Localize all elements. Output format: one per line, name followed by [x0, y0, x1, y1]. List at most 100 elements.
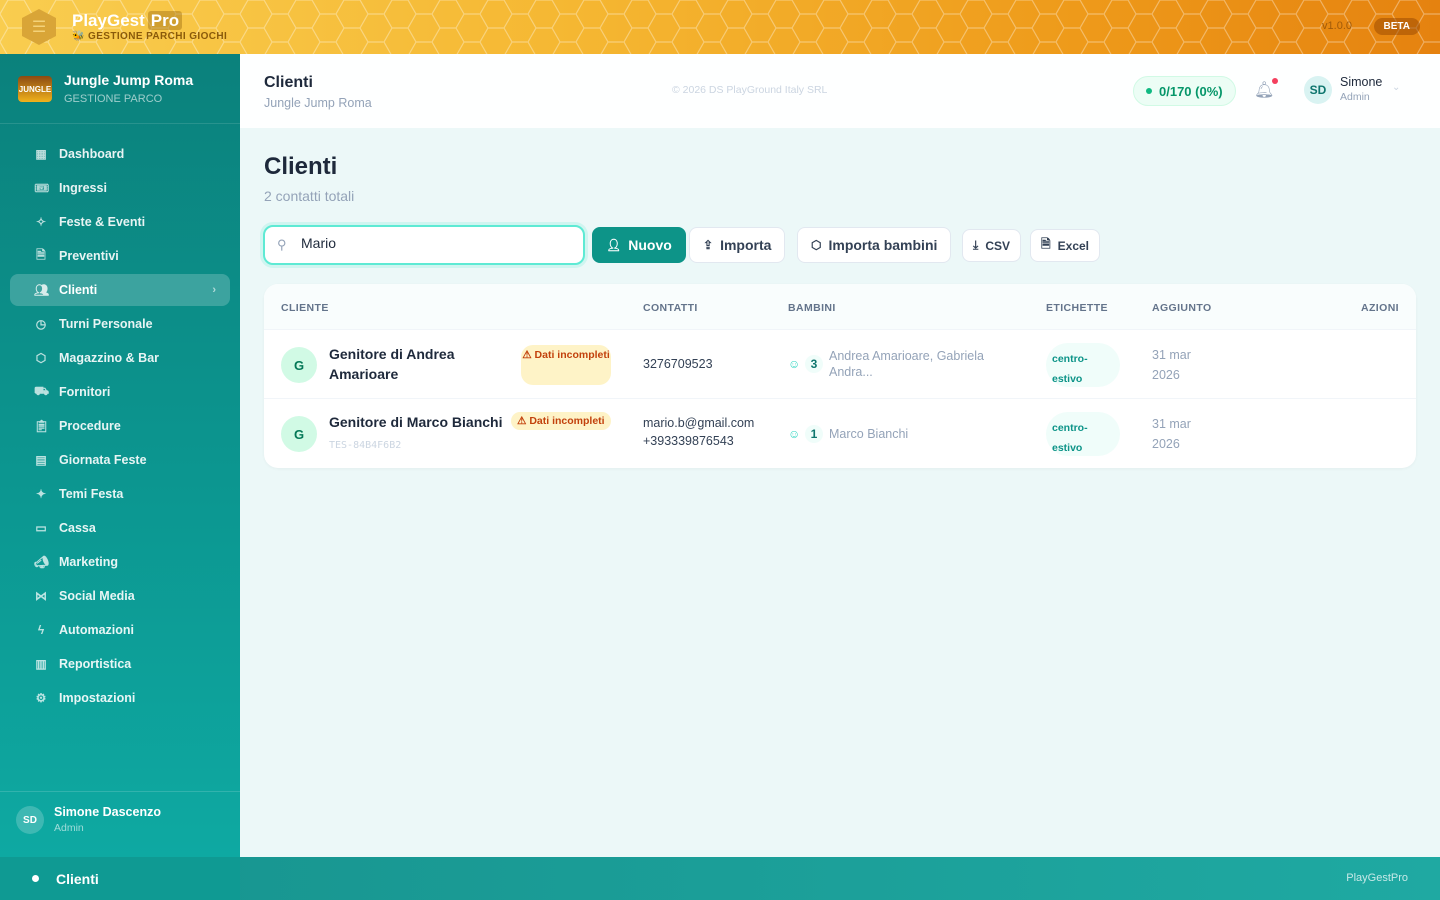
quota-badge[interactable]: 0/170 (0%) [1133, 76, 1236, 106]
column-header[interactable]: AGGIUNTO [1152, 302, 1212, 314]
sidebar-item-label: Feste & Eventi [59, 215, 146, 229]
sidebar-item-giornata-feste[interactable]: ▤ Giornata Feste [10, 444, 230, 476]
table-row[interactable]: G Genitore di Andrea Amarioare ⚠ Dati inc… [264, 330, 1416, 399]
sidebar-item-temi-festa[interactable]: ✦ Temi Festa [10, 478, 230, 510]
sidebar-item-label: Cassa [59, 521, 96, 535]
sidebar-item-dashboard[interactable]: ▦ Dashboard [10, 138, 230, 170]
beta-badge: BETA [1373, 18, 1420, 35]
sidebar-nav: ▦ Dashboard 🎟︎ Ingressi ✧ Feste & Eventi 🗎︎ Pre… [0, 124, 240, 714]
sidebar-item-procedure[interactable]: 📋︎ Procedure [10, 410, 230, 442]
sparkles-icon: ✦ [35, 487, 47, 501]
sidebar-item-automazioni[interactable]: ϟ Automazioni [10, 614, 230, 646]
sidebar-item-label: Preventivi [59, 249, 119, 263]
sidebar-item-turni-personale[interactable]: ◷ Turni Personale [10, 308, 230, 340]
column-header: AZIONI [1361, 302, 1399, 314]
box-icon: ⬡ [35, 351, 47, 365]
users-icon: 👥︎ [34, 283, 50, 297]
export-csv-button[interactable]: ⤓ CSV [962, 229, 1021, 262]
incomplete-data-badge: ⚠ Dati incompleti [521, 345, 611, 385]
bell-icon[interactable]: 🔔︎ [1254, 78, 1279, 100]
avatar: SD [16, 806, 44, 834]
baby-icon: ☺ [788, 427, 801, 441]
app-subtitle: 🐝 GESTIONE PARCHI GIOCHI [72, 31, 228, 42]
sidebar-item-label: Procedure [59, 419, 121, 433]
search-box[interactable]: ⚲ [263, 225, 585, 265]
column-header[interactable]: CLIENTE [281, 302, 329, 314]
sidebar-item-social-media[interactable]: ⋈ Social Media [10, 580, 230, 612]
avatar[interactable]: SD [1304, 76, 1332, 104]
column-header: CONTATTI [643, 302, 698, 314]
table-row[interactable]: G Genitore di Marco Bianchi TES-84B4F6B2… [264, 399, 1416, 468]
incomplete-data-badge: ⚠ Dati incompleti [511, 412, 611, 430]
page-title: Clienti [264, 153, 338, 180]
sidebar-item-magazzino-bar[interactable]: ⬡ Magazzino & Bar [10, 342, 230, 374]
sidebar-item-label: Automazioni [59, 623, 134, 637]
button-label: Importa [720, 237, 772, 253]
footer-brand: PlayGestPro [1346, 872, 1408, 884]
pro-badge: Pro [147, 11, 183, 30]
button-label: Excel [1057, 238, 1090, 253]
page-header-title: Clienti [264, 74, 313, 91]
sidebar-item-label: Clienti [59, 283, 98, 297]
sidebar-item-clienti[interactable]: 👥︎ Clienti › [10, 274, 230, 306]
search-input[interactable] [301, 235, 561, 251]
honeycomb-pattern [0, 0, 1440, 54]
document-icon: 🗎︎ [36, 247, 46, 262]
park-subtitle: GESTIONE PARCO [64, 93, 163, 105]
sidebar-item-label: Reportistica [59, 657, 132, 671]
sidebar: JUNGLE Jungle Jump Roma GESTIONE PARCO ▦… [0, 54, 240, 857]
new-client-button[interactable]: 👤︎ Nuovo [592, 227, 686, 263]
user-name[interactable]: Simone [1340, 75, 1383, 89]
sidebar-item-ingressi[interactable]: 🎟︎ Ingressi [10, 172, 230, 204]
tag-badge: centro-estivo [1046, 343, 1120, 387]
client-name[interactable]: Genitore di Marco Bianchi [329, 414, 503, 430]
kids-names: Andrea Amarioare, Gabriela Andra... [829, 349, 984, 379]
bar-chart-icon: ▥ [35, 657, 47, 671]
current-section: Clienti [0, 857, 240, 900]
sidebar-item-preventivi[interactable]: 🗎︎ Preventivi [10, 240, 230, 272]
download-icon: ⤓ [973, 238, 979, 252]
client-phone: 3276709523 [643, 357, 713, 371]
chevron-down-icon[interactable]: ⌄ [1392, 82, 1401, 93]
clock-icon: ◷ [35, 317, 47, 331]
sidebar-item-impostazioni[interactable]: ⚙ Impostazioni [10, 682, 230, 714]
upload-icon: ⇪ [703, 238, 714, 252]
kids-names: Marco Bianchi [829, 427, 909, 441]
button-label: Nuovo [628, 237, 672, 253]
button-label: CSV [985, 238, 1010, 253]
copyright: © 2026 DS PlayGround Italy SRL [672, 84, 828, 96]
sidebar-item-cassa[interactable]: ▭ Cassa [10, 512, 230, 544]
chevron-right-icon: › [212, 284, 216, 296]
tag-badge: centro-estivo [1046, 412, 1120, 456]
page-header-subtitle: Jungle Jump Roma [264, 96, 372, 110]
grid-icon: ▦ [35, 147, 47, 161]
user-role: Admin [54, 822, 84, 834]
sidebar-item-fornitori[interactable]: ⛟ Fornitori [10, 376, 230, 408]
export-excel-button[interactable]: 🗎︎ Excel [1030, 229, 1101, 262]
client-avatar: G [281, 347, 317, 383]
import-kids-button[interactable]: ⬡ Importa bambini [797, 227, 952, 263]
gear-icon: ⚙ [35, 691, 47, 705]
column-header: ETICHETTE [1046, 302, 1108, 314]
sidebar-user[interactable]: SD Simone Dascenzo Admin [0, 791, 240, 857]
sidebar-item-label: Temi Festa [59, 487, 124, 501]
user-plus-icon: 👤︎ [606, 238, 622, 252]
sidebar-item-label: Social Media [59, 589, 135, 603]
sidebar-item-reportistica[interactable]: ▥ Reportistica [10, 648, 230, 680]
client-avatar: G [281, 416, 317, 452]
ticket-icon: 🎟︎ [34, 181, 50, 195]
park-name: Jungle Jump Roma [64, 72, 194, 88]
park-header[interactable]: JUNGLE Jungle Jump Roma GESTIONE PARCO [0, 54, 240, 124]
clients-table: CLIENTE CONTATTI BAMBINI ETICHETTE AGGIU… [264, 284, 1416, 468]
table-header: CLIENTE CONTATTI BAMBINI ETICHETTE AGGIU… [264, 284, 1416, 330]
party-icon: ✧ [35, 215, 47, 229]
box-icon: ⬡ [811, 238, 822, 252]
sidebar-item-marketing[interactable]: 📣︎ Marketing [10, 546, 230, 578]
import-button[interactable]: ⇪ Importa [689, 227, 786, 263]
top-banner: ☰ PlayGest Pro 🐝 GESTIONE PARCHI GIOCHI v… [0, 0, 1440, 54]
client-name[interactable]: Genitore di Andrea Amarioare [329, 346, 455, 382]
sidebar-item-label: Giornata Feste [59, 453, 147, 467]
sidebar-item-feste-eventi[interactable]: ✧ Feste & Eventi [10, 206, 230, 238]
client-code: TES-84B4F6B2 [329, 440, 402, 451]
sidebar-item-label: Magazzino & Bar [59, 351, 160, 365]
